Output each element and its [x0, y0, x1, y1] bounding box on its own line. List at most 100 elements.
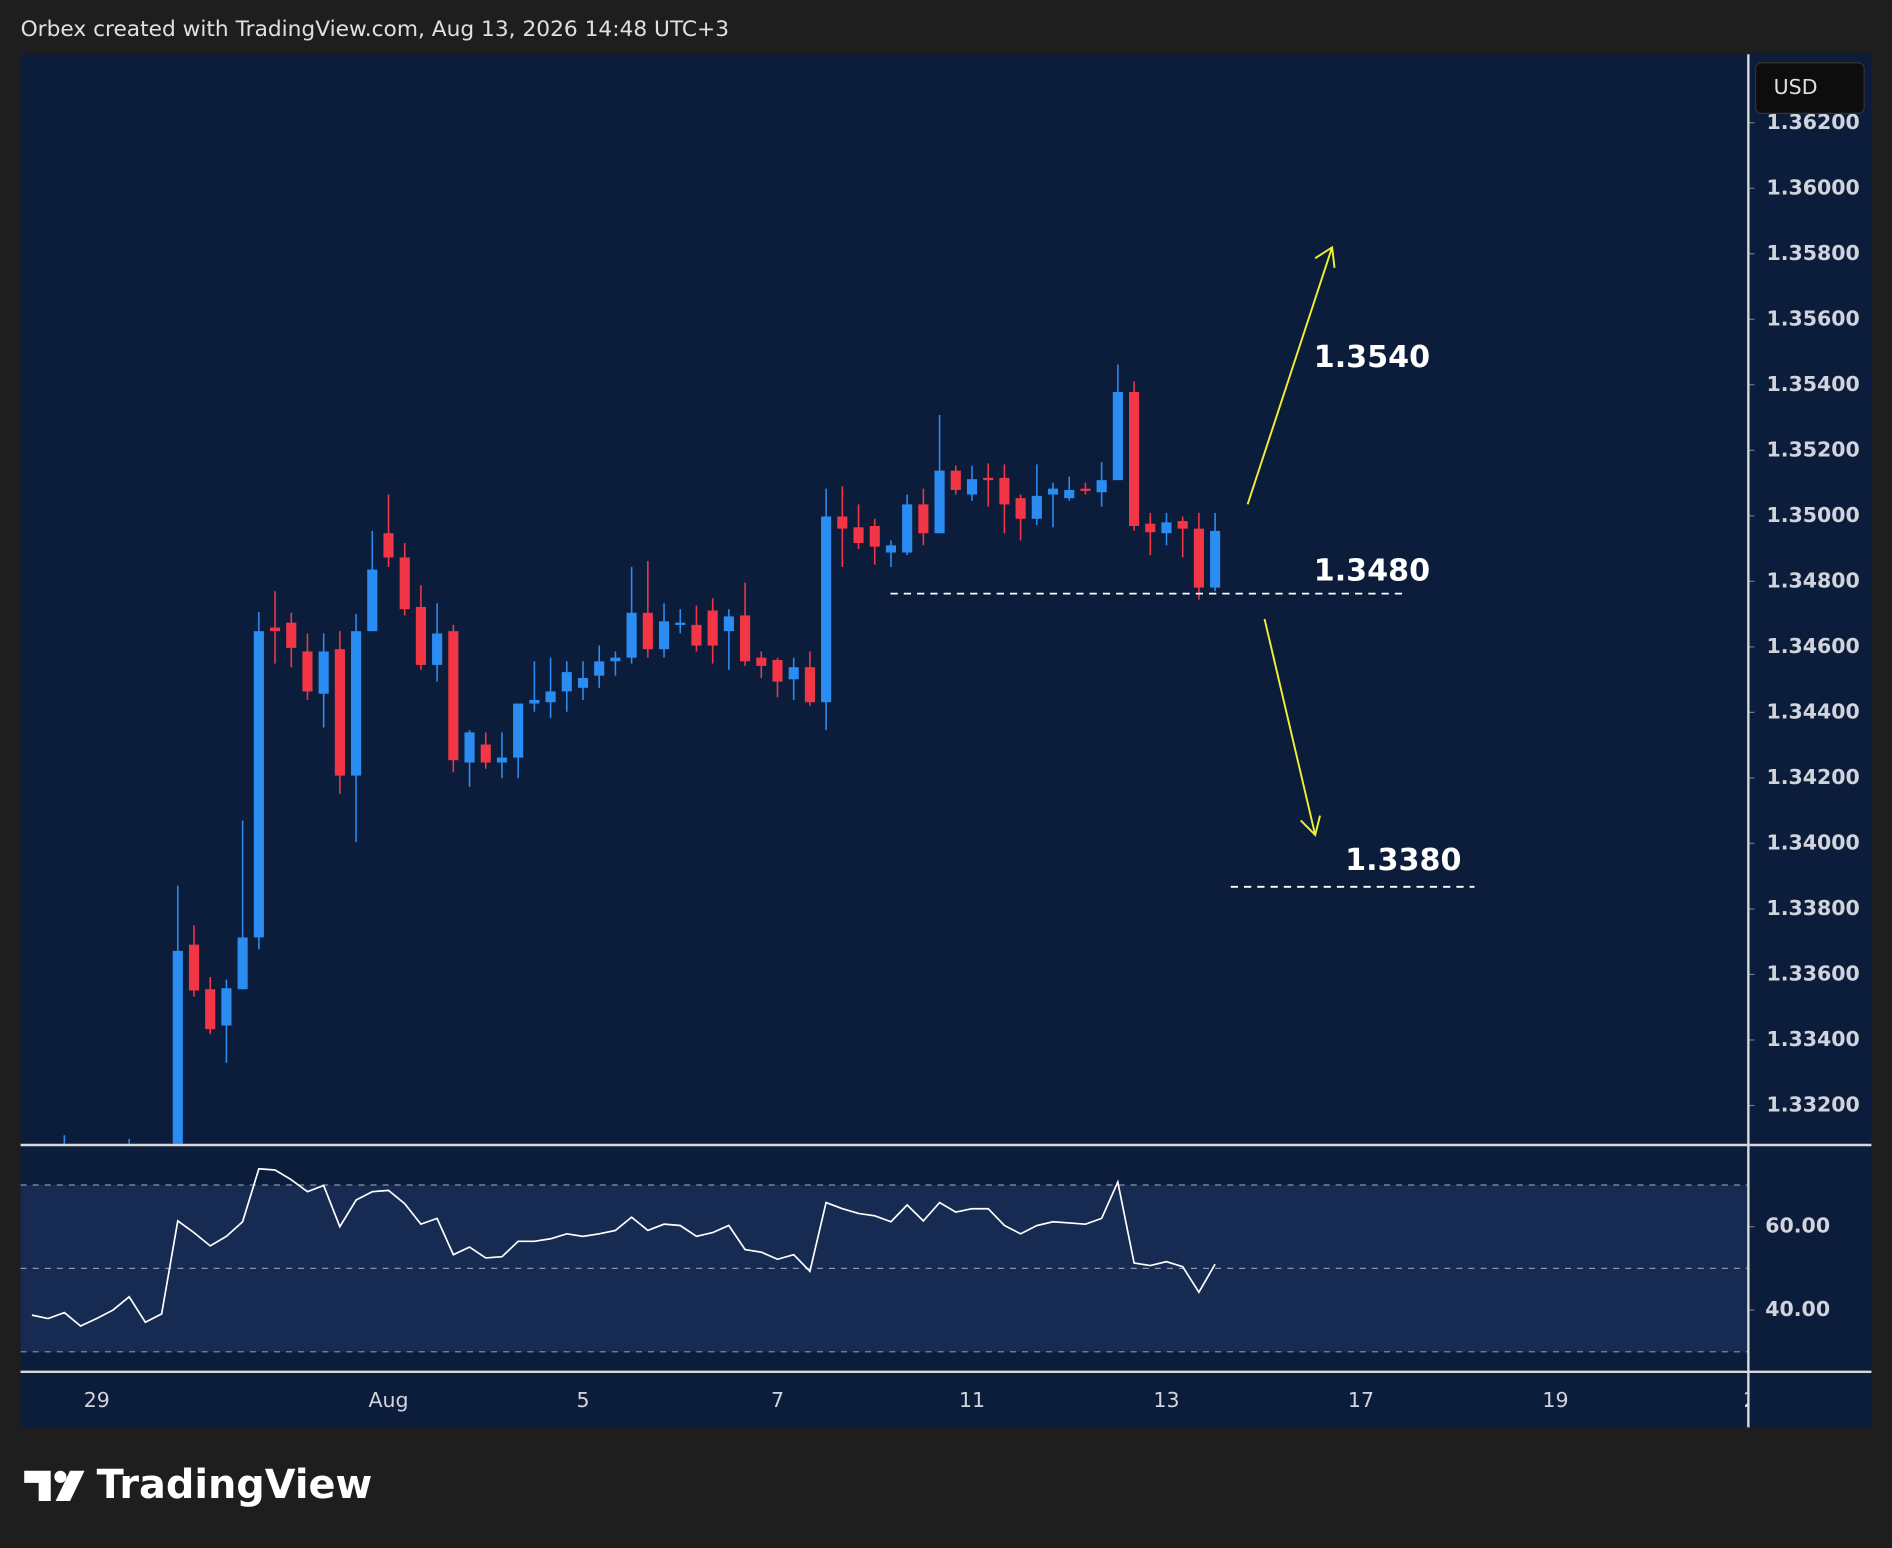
candle-body — [594, 661, 605, 676]
candle-body — [902, 504, 913, 553]
candle-body — [188, 944, 200, 991]
candle-body — [415, 606, 426, 665]
y-tick-label: 1.34600 — [1766, 634, 1859, 658]
candle-body — [788, 667, 799, 680]
price-axis — [1748, 54, 1872, 1428]
candle-body — [334, 649, 345, 776]
candle-body — [1015, 498, 1026, 519]
arrow-up — [1246, 247, 1334, 505]
annotation: 1.3380 — [1345, 843, 1461, 878]
y-tick-label: 1.35200 — [1766, 437, 1859, 461]
candle-body — [966, 479, 978, 495]
candle-body — [253, 631, 264, 938]
x-tick-label: Aug — [368, 1388, 408, 1412]
candle-body — [561, 672, 572, 692]
x-tick-label: 17 — [1348, 1388, 1374, 1412]
y-tick-label: 1.34400 — [1766, 699, 1859, 723]
candle-body — [1145, 523, 1156, 533]
candle-body — [1064, 489, 1075, 499]
candle-body — [496, 757, 508, 763]
candle-body — [577, 677, 589, 688]
logo-mark — [24, 1470, 51, 1501]
candle-body — [237, 937, 248, 990]
y-tick-label: 1.35400 — [1766, 372, 1859, 396]
rsi-line — [31, 1167, 1216, 1327]
candle-body — [1047, 488, 1059, 495]
candle-body — [269, 627, 281, 632]
x-tick-label: 29 — [84, 1388, 110, 1412]
candle-body — [999, 477, 1010, 505]
arrow-head — [1300, 815, 1321, 837]
annotation: 1.3480 — [1314, 553, 1430, 588]
candle-body — [448, 631, 459, 761]
y-tick-label: 1.35800 — [1766, 241, 1859, 265]
logo — [24, 1470, 85, 1501]
candle-body — [691, 624, 702, 646]
candle-body — [885, 545, 897, 553]
candle-body — [804, 667, 815, 703]
y-tick-label: 1.34200 — [1766, 765, 1859, 789]
time-axis: 29 Aug 5 7 11 13 17 19 2 — [84, 1388, 1756, 1412]
arrow-head — [1314, 245, 1336, 268]
candle-body — [221, 988, 232, 1026]
candle-body — [821, 516, 832, 703]
arrow-down — [1263, 618, 1317, 836]
candle-body — [302, 651, 313, 692]
rsi-tick-label: 40.00 — [1765, 1297, 1830, 1321]
candle-body — [740, 615, 751, 662]
y-tick-label: 1.36000 — [1766, 175, 1859, 199]
candle-body — [399, 557, 410, 610]
candle-body — [172, 950, 183, 1144]
drawings: 1.3540 1.3480 1.3380 — [890, 245, 1475, 888]
candle-body — [707, 610, 718, 646]
rsi-pane — [20, 1167, 1749, 1353]
price-pane — [63, 364, 1221, 1144]
candle-body — [723, 616, 734, 632]
candle-body — [1031, 495, 1042, 519]
x-tick-label: 5 — [576, 1388, 589, 1412]
y-tick-label: 1.35600 — [1766, 306, 1859, 330]
y-tick-label: 1.33600 — [1766, 961, 1859, 985]
candle-body — [351, 631, 362, 776]
brand: TradingView — [97, 1462, 373, 1508]
header: Orbex created with TradingView.com, Aug … — [21, 17, 729, 42]
x-tick-label: 2 — [1743, 1388, 1756, 1412]
candle-body — [837, 516, 848, 529]
candle-body — [383, 533, 394, 558]
candle-body — [642, 612, 653, 650]
y-tick-label: 1.33800 — [1766, 896, 1859, 920]
candle-body — [658, 621, 670, 650]
y-tick-label: 1.34800 — [1766, 568, 1859, 592]
y-tick-label: 1.33200 — [1766, 1092, 1859, 1116]
candle-body — [1112, 392, 1123, 481]
x-tick-label: 7 — [771, 1388, 784, 1412]
x-tick-label: 11 — [959, 1388, 985, 1412]
candle-body — [513, 703, 524, 758]
candle-body — [367, 569, 378, 632]
candle-body — [529, 699, 540, 704]
candle-body — [869, 526, 880, 547]
candle-body — [675, 622, 686, 625]
x-tick-label: 19 — [1542, 1388, 1568, 1412]
candle-body — [934, 470, 945, 534]
currency-box[interactable] — [1754, 62, 1865, 115]
candle-body — [756, 657, 767, 666]
currency[interactable]: USD — [1774, 75, 1818, 99]
candle-body — [1193, 528, 1204, 588]
y-tick-label: 1.34000 — [1766, 830, 1859, 854]
candle-body — [983, 477, 994, 481]
candle-body — [480, 744, 491, 763]
candle-body — [1210, 530, 1221, 588]
candle-body — [545, 691, 556, 703]
candle-body — [610, 657, 621, 662]
candle-body — [1096, 480, 1107, 493]
candle-body — [205, 989, 216, 1030]
candle-body — [772, 659, 783, 682]
x-tick-label: 13 — [1153, 1388, 1179, 1412]
candle-body — [1177, 521, 1188, 529]
logo-mark — [54, 1470, 67, 1483]
candle-body — [1129, 392, 1140, 527]
candle-body — [432, 633, 443, 665]
candle-body — [318, 651, 329, 694]
